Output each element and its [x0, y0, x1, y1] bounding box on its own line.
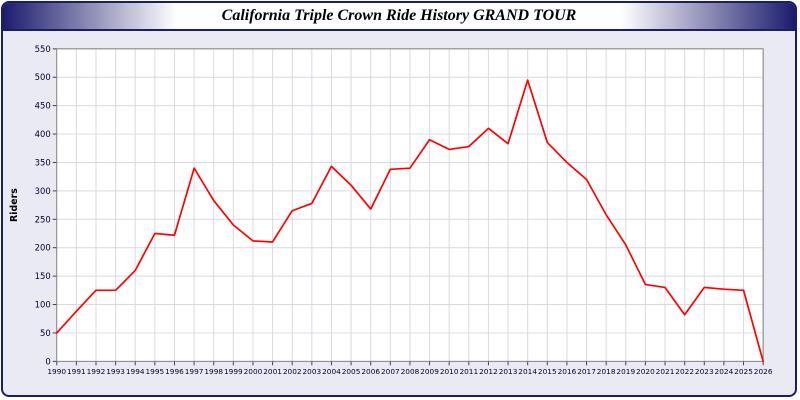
x-tick-label: 2010 [440, 367, 459, 376]
x-tick-label: 2004 [322, 367, 341, 376]
plot-border [56, 48, 764, 362]
x-tick-label: 2001 [263, 367, 282, 376]
x-tick-label: 2025 [734, 367, 753, 376]
x-tick-label: 2002 [283, 367, 302, 376]
x-tick-label: 2023 [695, 367, 714, 376]
y-tick-label: 50 [40, 328, 51, 338]
y-tick-label: 450 [35, 101, 51, 111]
x-tick-label: 2017 [577, 367, 596, 376]
y-tick-label: 0 [45, 356, 50, 366]
chart-area: 0 50 100 150 200 250 300 350 400 450 500 550 1990 199… [5, 33, 793, 393]
y-tick-label: 500 [35, 72, 51, 82]
x-tick-label: 1996 [165, 367, 184, 376]
x-tick-label: 2018 [597, 367, 616, 376]
x-tick-label: 2006 [361, 367, 380, 376]
x-tick-label: 1998 [204, 367, 223, 376]
y-tick-label: 250 [35, 214, 51, 224]
y-tick-label: 200 [35, 243, 51, 253]
x-tick-label: 2007 [381, 367, 400, 376]
x-tick-label: 2015 [538, 367, 557, 376]
x-tick-label: 2014 [518, 367, 537, 376]
title-bar: California Triple Crown Ride History GRA… [3, 3, 795, 31]
x-tick-label: 2012 [479, 367, 498, 376]
x-tick-label: 2024 [715, 367, 734, 376]
x-tick-label: 2003 [302, 367, 321, 376]
x-tick-label: 2013 [499, 367, 518, 376]
chart-title: California Triple Crown Ride History GRA… [221, 7, 577, 24]
y-tick-label: 300 [35, 186, 51, 196]
y-tick-label: 100 [35, 300, 51, 310]
x-tick-label: 2022 [675, 367, 694, 376]
x-tick-label: 1995 [145, 367, 164, 376]
y-tick-label: 150 [35, 271, 51, 281]
x-tick-label: 2005 [342, 367, 361, 376]
x-tick-label: 1990 [47, 367, 66, 376]
x-tick-label: 2011 [459, 367, 478, 376]
x-tick-label: 1993 [106, 367, 125, 376]
x-tick-label: 1994 [126, 367, 145, 376]
x-tick-label: 2026 [754, 367, 773, 376]
x-tick-label: 2008 [401, 367, 420, 376]
x-tick-label: 2019 [616, 367, 635, 376]
x-tick-label: 1992 [87, 367, 106, 376]
x-tick-label: 2009 [420, 367, 439, 376]
x-tick-label: 2021 [656, 367, 675, 376]
x-tick-label: 1991 [67, 367, 86, 376]
x-tick-label: 2020 [636, 367, 655, 376]
x-tick-label: 2016 [558, 367, 577, 376]
x-tick-label: 1999 [224, 367, 243, 376]
y-axis-label: Riders [9, 188, 20, 222]
x-tick-label: 1997 [185, 367, 204, 376]
y-tick-label: 400 [35, 129, 51, 139]
riders-line-series [55, 79, 764, 363]
y-tick-label: 350 [35, 157, 51, 167]
y-tick-label: 550 [35, 44, 51, 54]
x-tick-label: 2000 [244, 367, 263, 376]
